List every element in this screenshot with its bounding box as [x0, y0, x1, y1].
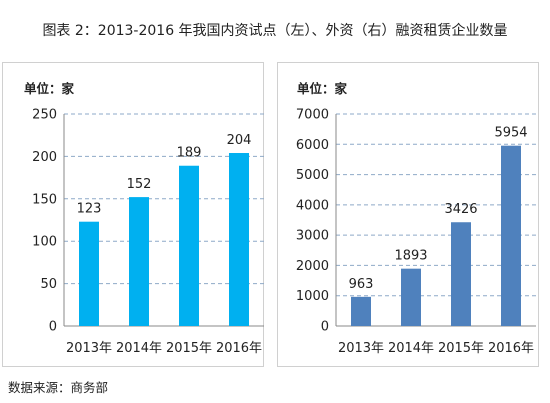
y-tick-label: 7000: [296, 108, 329, 123]
y-tick-label: 250: [32, 108, 57, 123]
y-tick-label: 150: [32, 192, 57, 207]
bar: [451, 222, 471, 326]
data-label: 5954: [494, 126, 527, 141]
left-unit-label: 单位：家: [24, 81, 75, 96]
x-tick-label: 2016年: [216, 341, 262, 356]
data-label: 3426: [444, 202, 477, 217]
x-tick-label: 2014年: [116, 341, 162, 356]
bar: [179, 165, 199, 326]
y-tick-label: 2000: [296, 259, 329, 274]
data-label: 204: [227, 133, 252, 148]
figure-title: 图表 2：2013-2016 年我国内资试点（左）、外资（右）融资租赁企业数量: [42, 23, 508, 39]
right-unit-label: 单位：家: [297, 81, 348, 96]
y-tick-label: 0: [321, 320, 329, 335]
x-tick-label: 2013年: [338, 341, 384, 356]
y-tick-label: 100: [32, 235, 57, 250]
bar: [129, 197, 149, 326]
x-tick-label: 2015年: [166, 341, 212, 356]
x-tick-label: 2013年: [66, 341, 112, 356]
x-tick-label: 2016年: [488, 341, 534, 356]
data-label: 1893: [394, 249, 427, 264]
y-tick-label: 6000: [296, 138, 329, 153]
data-label: 152: [127, 177, 152, 192]
y-tick-label: 4000: [296, 198, 329, 213]
bar: [501, 145, 521, 326]
bar: [229, 153, 249, 326]
bar: [79, 221, 99, 326]
bar: [401, 268, 421, 326]
source-note: 数据来源：商务部: [8, 380, 109, 395]
x-tick-label: 2014年: [388, 341, 434, 356]
y-tick-label: 0: [49, 320, 57, 335]
y-tick-label: 5000: [296, 168, 329, 183]
data-label: 189: [177, 146, 202, 161]
data-label: 123: [77, 202, 102, 217]
y-tick-label: 1000: [296, 289, 329, 304]
y-tick-label: 50: [40, 277, 57, 292]
y-tick-label: 200: [32, 150, 57, 165]
data-label: 963: [349, 277, 374, 292]
y-tick-label: 3000: [296, 229, 329, 244]
x-tick-label: 2015年: [438, 341, 484, 356]
bar: [351, 296, 371, 326]
